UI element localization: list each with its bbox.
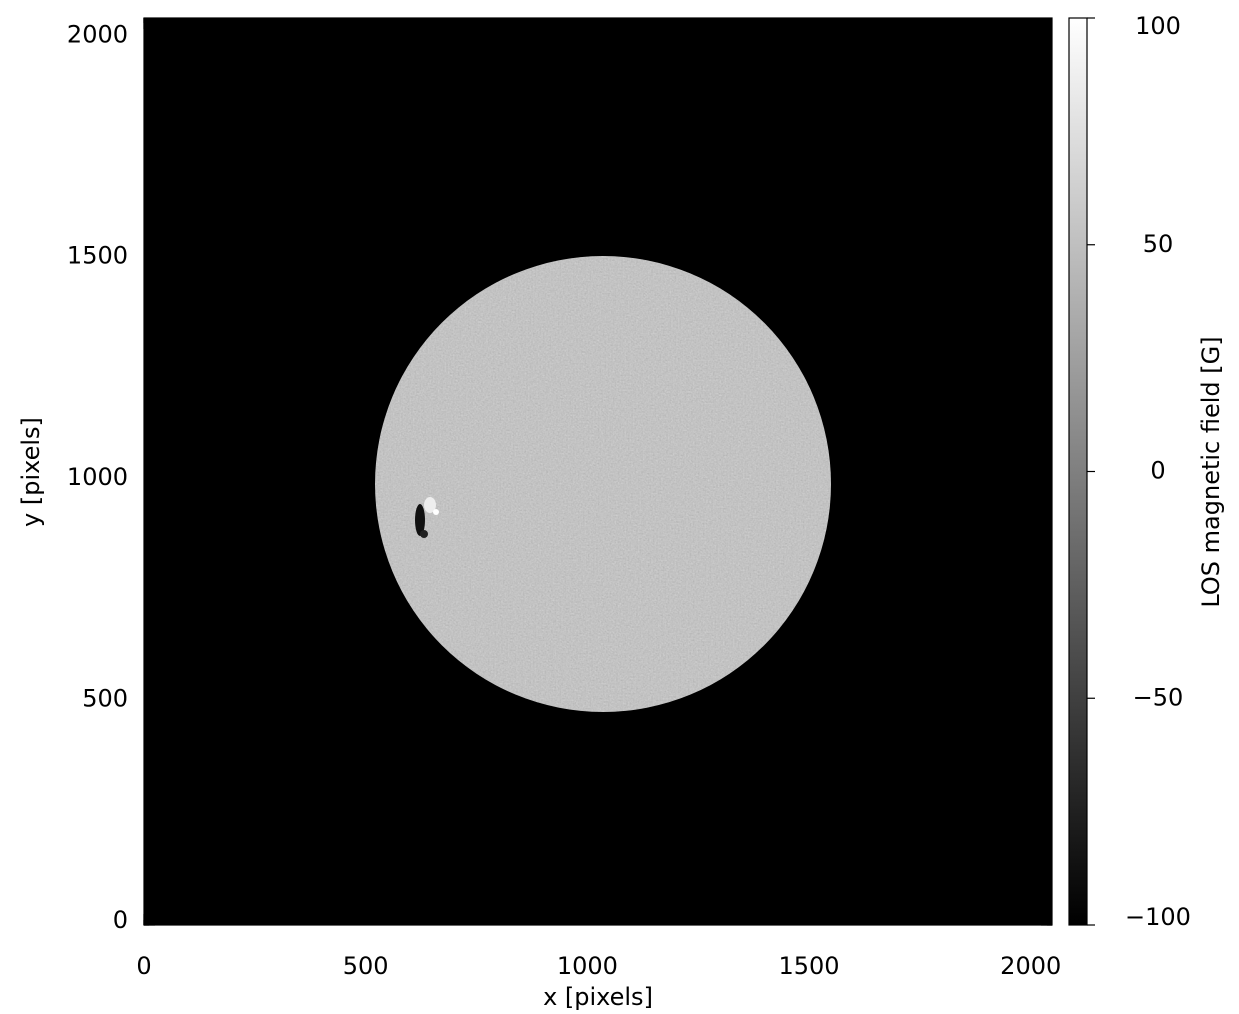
- y-tick-label: 1500: [67, 242, 128, 270]
- y-tick-label: 0: [113, 906, 128, 934]
- x-tick-label: 1500: [779, 952, 840, 980]
- colorbar-tick-label: −50: [1133, 683, 1184, 711]
- x-tick-label: 500: [343, 952, 389, 980]
- colorbar-tick-label: 0: [1150, 457, 1165, 485]
- x-tick-label: 0: [136, 952, 151, 980]
- x-tick-label: 2000: [1000, 952, 1061, 980]
- y-tick-label: 2000: [67, 20, 128, 48]
- colorbar-label: LOS magnetic field [G]: [1197, 336, 1225, 607]
- solar-disk: [375, 256, 831, 712]
- active-region: [415, 497, 439, 538]
- x-axis-label: x [pixels]: [543, 983, 653, 1011]
- colorbar-tick-label: 100: [1135, 12, 1181, 40]
- colorbar-tick-label: 50: [1143, 230, 1174, 258]
- y-axis-label: y [pixels]: [17, 417, 45, 527]
- y-tick-label: 500: [82, 685, 128, 713]
- colorbar-tick-label: −100: [1125, 903, 1191, 931]
- plot-frame: [143, 17, 1053, 926]
- x-tick-label: 1000: [557, 952, 618, 980]
- y-tick-label: 1000: [67, 463, 128, 491]
- colorbar: [1068, 17, 1088, 926]
